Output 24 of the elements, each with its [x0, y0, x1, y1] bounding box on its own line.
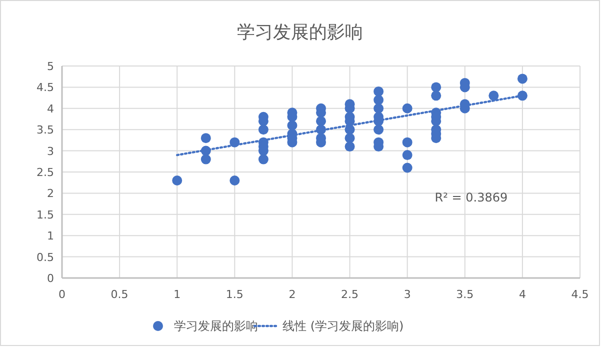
x-tick-label: 2.5: [341, 288, 359, 301]
y-tick-label: 4: [47, 102, 54, 116]
x-tick-label: 3: [404, 288, 411, 301]
x-tick-label: 2: [288, 288, 296, 301]
y-tick-label: 0.5: [36, 250, 54, 264]
y-tick-label: 3: [47, 144, 54, 158]
y-tick-label: 2.5: [36, 166, 54, 179]
y-tick-label: 1: [47, 230, 54, 243]
y-tick-label: 5: [47, 60, 54, 73]
x-tick-label: 0.5: [110, 288, 128, 301]
y-tick-label: 2: [47, 187, 54, 200]
x-tick-label: 0: [58, 288, 66, 301]
y-tick-label: 1.5: [36, 208, 54, 222]
x-tick-label: 4: [518, 288, 526, 301]
x-tick-label: 4.5: [571, 288, 589, 301]
y-tick-label: 4.5: [36, 81, 54, 94]
y-tick-label: 0: [47, 272, 54, 285]
chart-title: 学习发展的影响: [237, 22, 363, 43]
legend-label: 线性 (学习发展的影响): [282, 319, 404, 333]
x-tick-label: 3.5: [456, 288, 474, 301]
x-tick-label: 1: [174, 288, 181, 301]
y-tick-label: 3.5: [36, 124, 54, 137]
annotation: R² = 0.3869: [434, 190, 508, 205]
x-tick-label: 1.5: [226, 288, 244, 301]
